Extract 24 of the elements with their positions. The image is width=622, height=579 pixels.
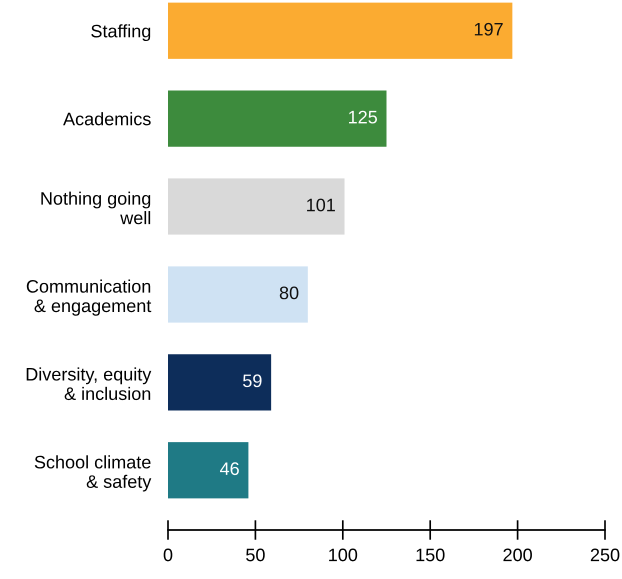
data-label: 59 xyxy=(243,374,262,388)
x-tick-label: 50 xyxy=(246,548,265,562)
x-tick-label: 0 xyxy=(164,548,172,562)
data-label: 46 xyxy=(220,462,239,476)
y-tick-label: Diversity, equity & inclusion xyxy=(26,367,152,400)
x-tick-label: 250 xyxy=(590,548,620,562)
y-tick-label: School climate & safety xyxy=(34,455,152,492)
data-label: 80 xyxy=(280,286,298,300)
y-tick-label: Staffing xyxy=(91,24,150,42)
x-tick-label: 150 xyxy=(416,548,445,562)
data-label: 197 xyxy=(474,22,503,36)
bar xyxy=(168,266,308,323)
y-tick-label: Nothing going well xyxy=(41,192,150,224)
data-label: 125 xyxy=(349,110,378,124)
bar xyxy=(168,90,386,147)
data-label: 101 xyxy=(307,198,335,212)
bar xyxy=(168,2,512,59)
bar xyxy=(168,354,272,410)
bar xyxy=(168,178,345,235)
x-tick-label: 100 xyxy=(329,548,358,562)
y-tick-label: Academics xyxy=(63,112,151,126)
x-tick-label: 200 xyxy=(503,548,532,562)
y-tick-label: Communication & engagement xyxy=(26,279,152,316)
bar xyxy=(168,442,248,498)
